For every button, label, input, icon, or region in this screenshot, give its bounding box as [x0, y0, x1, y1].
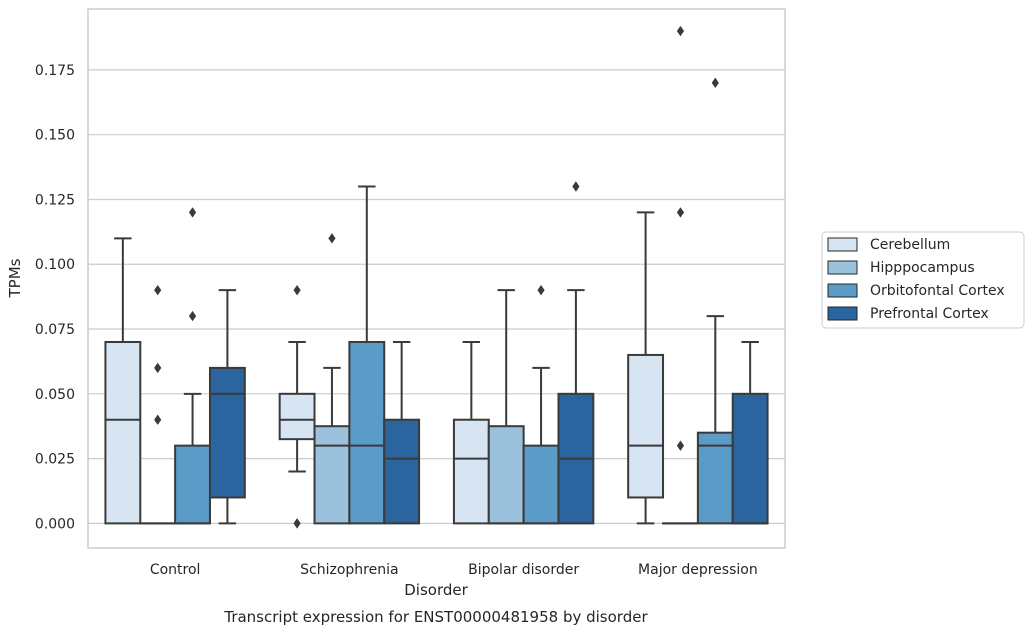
legend-label: Cerebellum [870, 237, 950, 253]
box [696, 431, 734, 525]
box [627, 353, 665, 499]
legend-swatch [827, 237, 858, 252]
box [174, 444, 211, 525]
box [104, 340, 142, 525]
y-tick-label: 0.150 [35, 128, 75, 144]
box-2-0 [452, 340, 490, 525]
outlier-point [676, 25, 685, 37]
box-3-2 [696, 77, 734, 525]
y-tick-label: 0.175 [35, 63, 75, 79]
box-plots [104, 25, 769, 529]
outlier-point [154, 362, 162, 374]
box [522, 444, 560, 525]
outlier-point [572, 181, 580, 192]
box [313, 425, 351, 525]
y-tick-label: 0.025 [35, 452, 75, 468]
legend: Cerebellum Hipppocampus Orbitofontal Corte… [821, 231, 1025, 329]
box-2-1 [487, 289, 525, 525]
box-0-2 [174, 207, 211, 525]
x-tick-label: Bipolar disorder [468, 562, 579, 578]
box [348, 340, 386, 525]
outlier-point [711, 77, 719, 89]
plot-frame [87, 8, 786, 549]
legend-swatch [827, 260, 858, 275]
legend-frame [821, 231, 1025, 329]
outlier-point [154, 414, 162, 425]
legend-label: Hipppocampus [870, 260, 975, 276]
y-tick-labels: 0.000 0.025 0.050 0.075 0.100 0.125 0.150 0.175 [35, 63, 75, 532]
outlier-point [188, 207, 197, 218]
box-1-1 [313, 233, 351, 525]
outlier-point [293, 284, 301, 296]
outlier-point [154, 284, 162, 296]
box [383, 418, 421, 525]
box-1-2 [348, 185, 386, 525]
legend-swatch [827, 283, 858, 298]
y-tick-label: 0.100 [35, 257, 75, 273]
outlier-point [676, 207, 685, 218]
box-1-3 [383, 340, 421, 525]
box-0-1 [139, 284, 177, 525]
chart-caption: Transcript expression for ENST0000048195… [223, 608, 648, 626]
y-tick-label: 0.050 [35, 387, 75, 403]
box [208, 366, 246, 499]
y-tick-label: 0.000 [35, 516, 75, 532]
x-tick-label: Major depression [638, 562, 758, 578]
box-2-2 [522, 284, 560, 525]
legend-label: Orbitofontal Cortex [870, 283, 1005, 299]
box [487, 425, 525, 525]
box-3-1 [662, 25, 699, 525]
y-tick-label: 0.125 [35, 192, 75, 208]
outlier-point [328, 233, 336, 244]
outlier-point [537, 284, 545, 296]
legend-label: Prefrontal Cortex [870, 306, 989, 322]
x-tick-labels: Control Schizophrenia Bipolar disorder Majo… [150, 562, 758, 578]
box-3-0 [627, 211, 665, 525]
box-1-0 [278, 284, 316, 529]
x-tick-label: Control [150, 562, 201, 578]
box [278, 392, 316, 441]
x-tick-label: Schizophrenia [300, 562, 398, 578]
y-axis-label: TPMs [6, 258, 24, 298]
box [731, 392, 769, 525]
box-2-3 [557, 181, 595, 525]
x-axis-label: Disorder [404, 581, 468, 599]
y-tick-label: 0.075 [35, 322, 75, 338]
box [452, 418, 490, 525]
legend-swatch [827, 306, 858, 321]
outlier-point [293, 518, 301, 529]
box-0-0 [104, 237, 142, 525]
box-0-3 [208, 289, 246, 525]
outlier-point [676, 440, 685, 451]
outlier-point [188, 310, 197, 322]
box-3-3 [731, 340, 769, 525]
